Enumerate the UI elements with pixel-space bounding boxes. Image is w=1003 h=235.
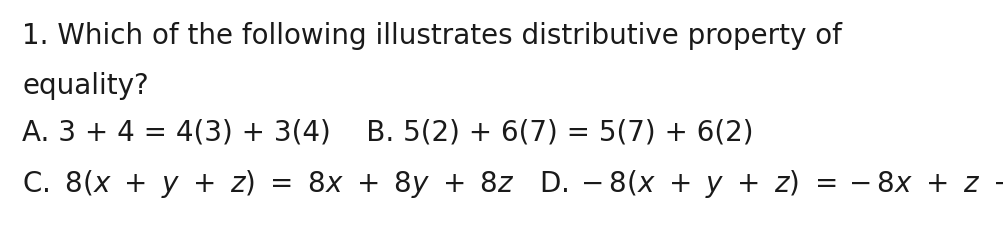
Text: $\mathrm{C.\ 8(}x\mathrm{\ +\ }y\mathrm{\ +\ }z\mathrm{)\ =\ 8}x\mathrm{\ +\ 8}y: $\mathrm{C.\ 8(}x\mathrm{\ +\ }y\mathrm{…	[22, 168, 1003, 200]
Text: 1. Which of the following illustrates distributive property of: 1. Which of the following illustrates di…	[22, 22, 842, 50]
Text: equality?: equality?	[22, 72, 148, 100]
Text: A. 3 + 4 = 4(3) + 3(4)    B. 5(2) + 6(7) = 5(7) + 6(2): A. 3 + 4 = 4(3) + 3(4) B. 5(2) + 6(7) = …	[22, 118, 752, 146]
